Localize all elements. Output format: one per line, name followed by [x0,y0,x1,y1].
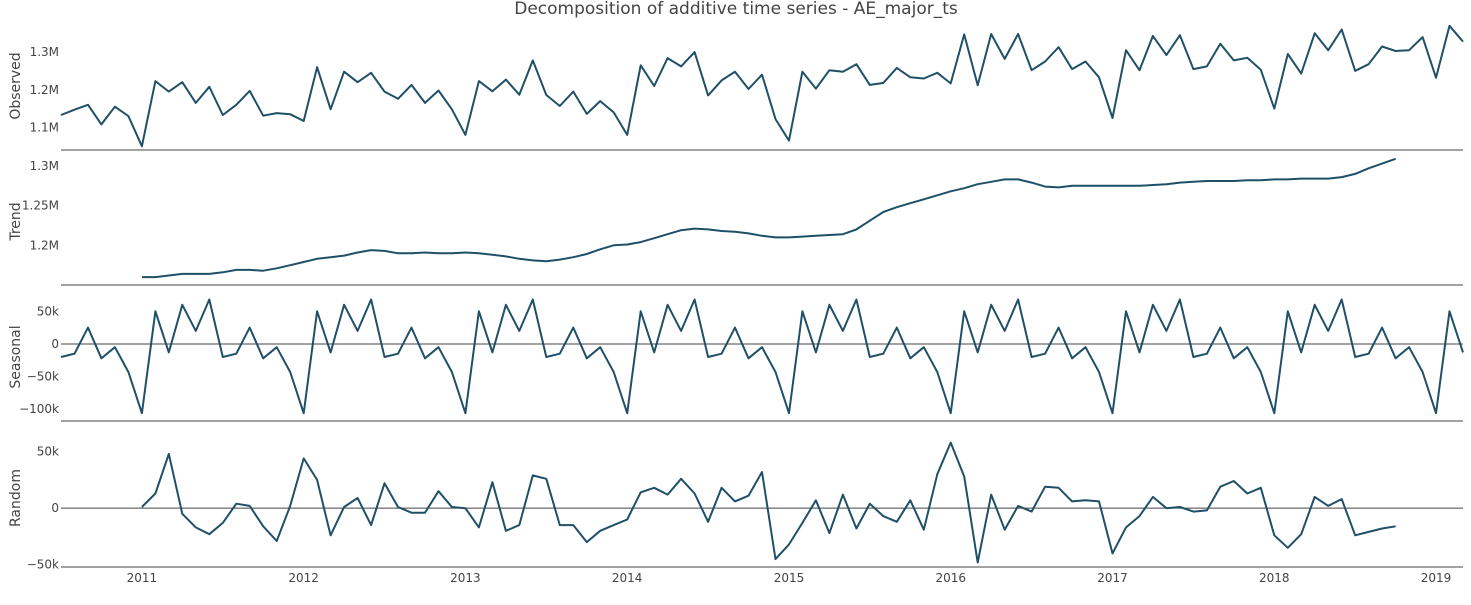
series-line-random [141,441,1396,564]
ytick-label: −100k [19,402,59,416]
ytick-label: 50k [37,445,59,459]
panel-seasonal: Seasonal 50k 0 −50k −100k [8,298,1464,422]
xtick-label: 2011 [127,571,158,585]
panel-trend: Trend 1.2M 1.25M 1.3M [8,157,1463,286]
ylabel-seasonal: Seasonal [8,325,24,388]
xtick-label: 2012 [288,571,319,585]
ytick-label: −50k [27,558,59,572]
ytick-label: 1.1M [30,120,59,134]
xtick-label: 2019 [1421,571,1452,585]
ytick-label: 1.2M [30,83,59,97]
xtick-label: 2013 [450,571,481,585]
ylabel-random: Random [8,469,24,527]
xtick-label: 2018 [1259,571,1290,585]
xtick-label: 2014 [612,571,643,585]
chart-title: Decomposition of additive time series - … [514,0,958,19]
xtick-label: 2017 [1097,571,1128,585]
panels-layer: Observed 1.1M 1.2M 1.3M Trend 1.2M 1.25M 1.3M Se… [8,24,1464,572]
series-line-trend [141,157,1396,279]
ytick-label: 1.3M [30,45,59,59]
xtick-label: 2015 [774,571,805,585]
xtick-label: 2016 [935,571,966,585]
ylabel-observed: Observed [8,52,24,119]
ytick-label: 50k [37,304,59,318]
ytick-label: 1.25M [22,199,59,213]
series-line-observed [60,24,1464,148]
x-axis: 2011 2012 2013 2014 2015 2016 2017 2018 2019 [127,571,1452,585]
ylabel-trend: Trend [8,202,24,241]
ytick-label: −50k [27,370,59,384]
ytick-label: 1.3M [30,159,59,173]
ytick-label: 1.2M [30,238,59,252]
ytick-label: 0 [51,501,59,515]
ytick-label: 0 [51,337,59,351]
panel-observed: Observed 1.1M 1.2M 1.3M [8,24,1464,151]
panel-random: Random 50k 0 −50k [8,441,1463,572]
series-line-seasonal [60,298,1464,415]
